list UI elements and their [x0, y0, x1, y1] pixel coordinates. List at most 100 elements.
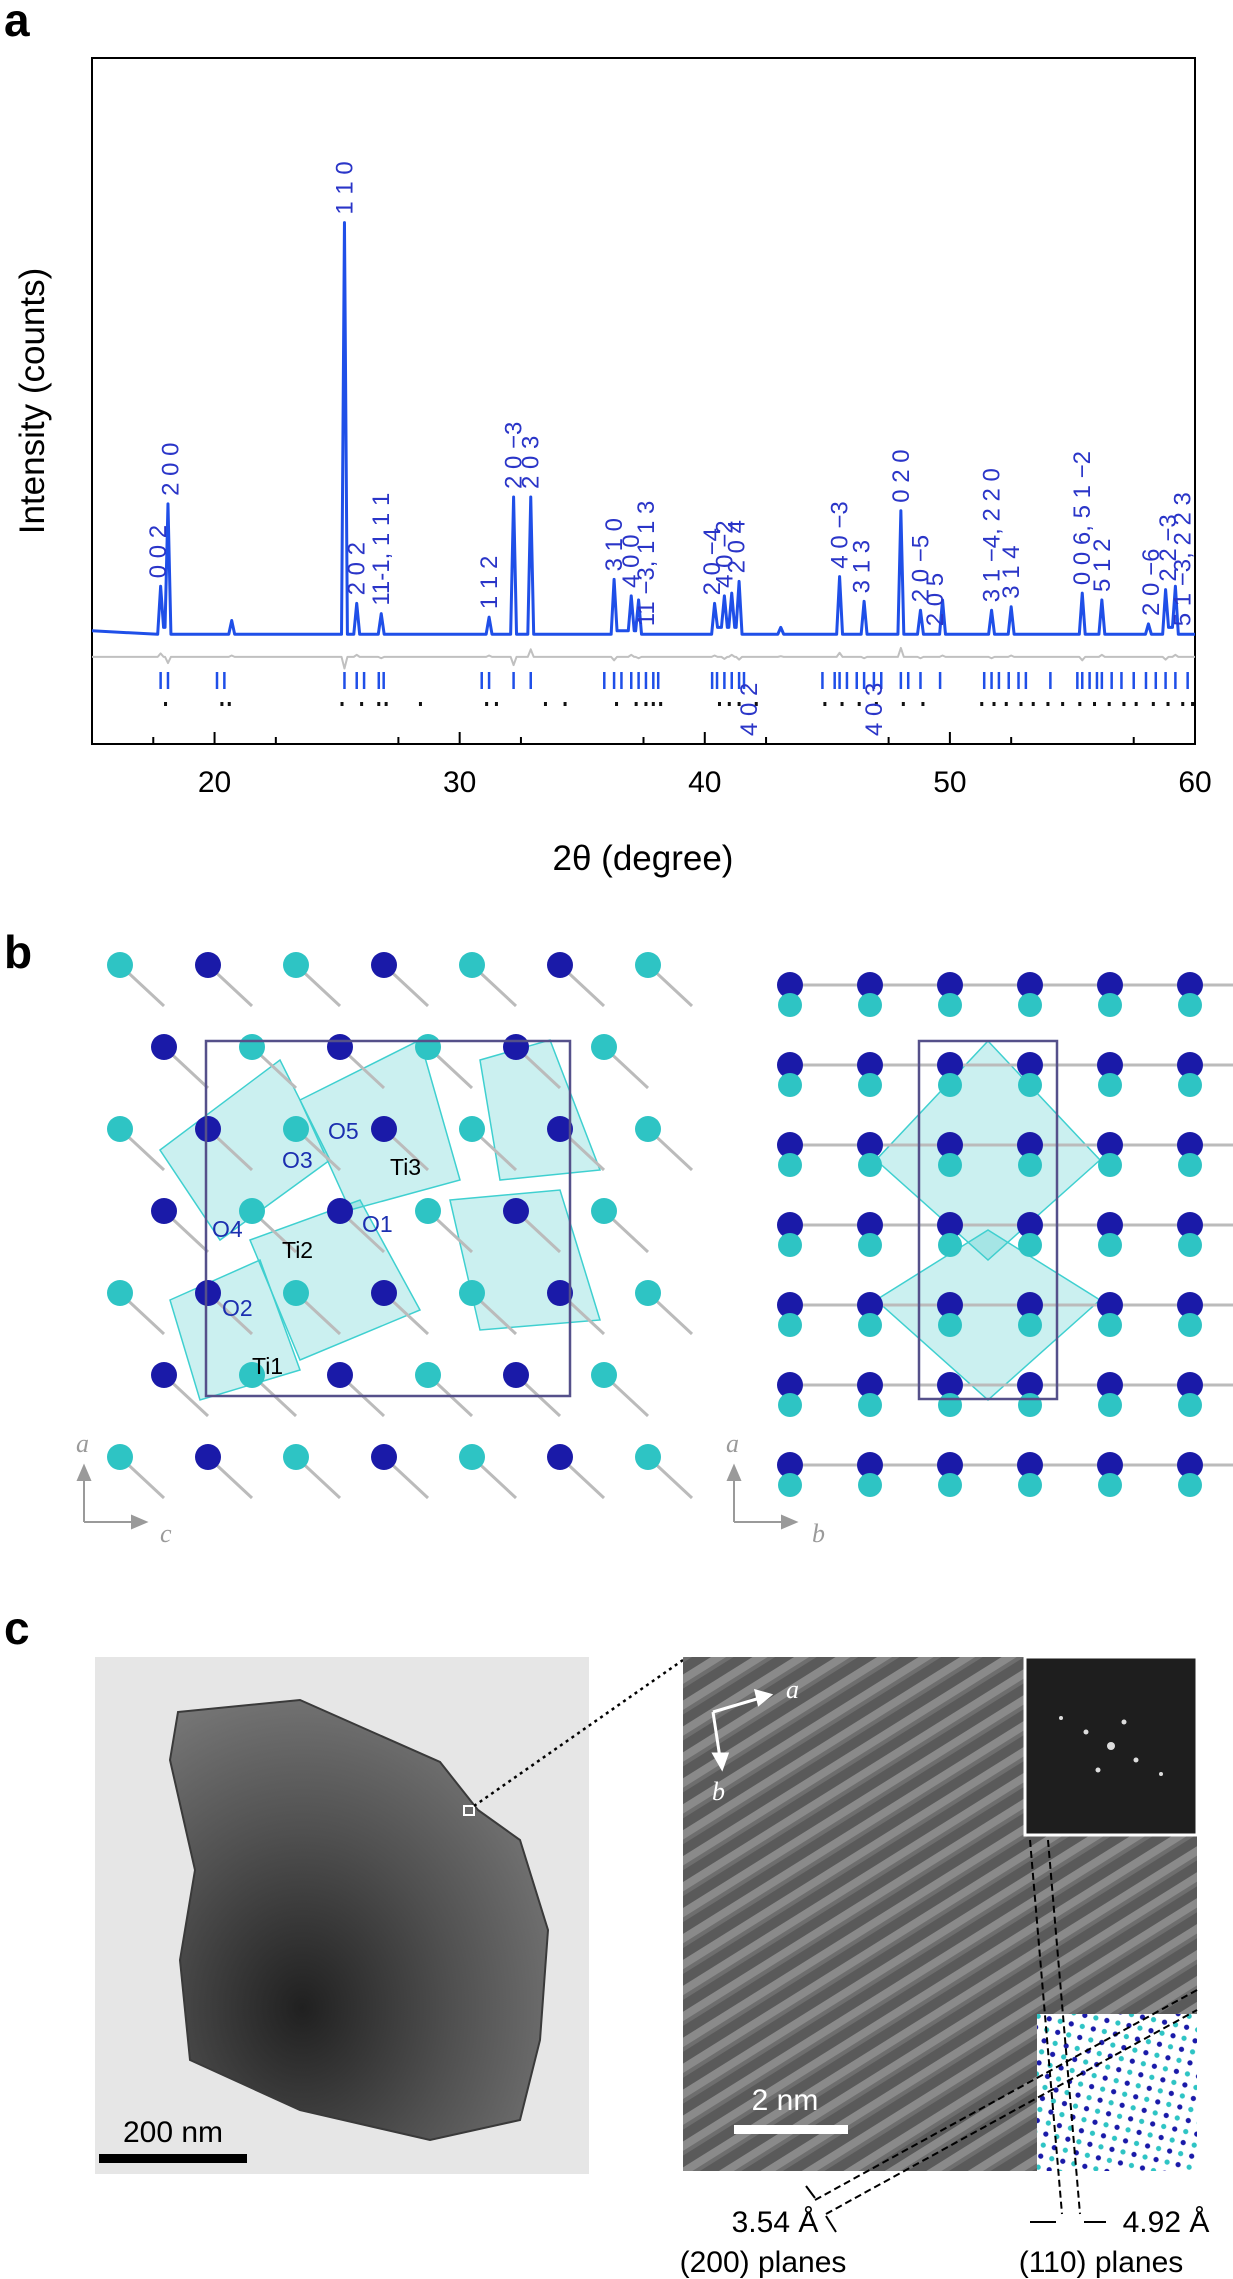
atom — [1097, 972, 1123, 998]
axis-indicator — [76, 1463, 799, 1530]
atom — [778, 1073, 802, 1097]
reflection-tick — [543, 702, 547, 706]
atom — [547, 1280, 573, 1306]
atom — [857, 1292, 883, 1318]
atom — [327, 1362, 353, 1388]
peak-label: 2 0 5 — [922, 573, 949, 626]
atom — [1018, 1313, 1042, 1337]
atom — [327, 1198, 353, 1224]
atom — [195, 952, 221, 978]
atom — [635, 1444, 661, 1470]
atom — [1178, 1073, 1202, 1097]
atom — [503, 1034, 529, 1060]
plane-guides — [814, 1839, 1198, 2215]
peak-label: 4 0 2 — [736, 683, 763, 736]
structure-left — [107, 952, 694, 1500]
atom — [857, 1212, 883, 1238]
atom — [1097, 1132, 1123, 1158]
polyhedron — [249, 1199, 422, 1361]
panel-label: b — [4, 926, 32, 978]
atom — [1097, 1372, 1123, 1398]
spacing-label: 4.92 Å — [1123, 2206, 1210, 2239]
reflection-tick — [823, 702, 827, 706]
atom — [1018, 1233, 1042, 1257]
atom — [858, 1313, 882, 1337]
series-line — [91, 221, 1195, 636]
atom — [1177, 1052, 1203, 1078]
atom — [415, 1198, 441, 1224]
atom — [777, 1452, 803, 1478]
atom — [858, 993, 882, 1017]
scale-bar-label: 2 nm — [752, 2084, 819, 2117]
axis-letter: b — [712, 1777, 725, 1806]
atom — [1017, 1372, 1043, 1398]
structure-inset — [1037, 2014, 1197, 2171]
axis-letter: a — [726, 1429, 739, 1458]
unit-cell — [204, 1039, 572, 1398]
atom — [371, 1280, 397, 1306]
reflection-tick — [659, 702, 663, 706]
reflection-tick — [634, 702, 638, 706]
unit-cell — [917, 1039, 1059, 1401]
atom — [459, 1280, 485, 1306]
atom — [239, 1362, 265, 1388]
atom — [857, 1052, 883, 1078]
atom-label: O4 — [212, 1216, 243, 1242]
atom — [107, 1280, 133, 1306]
peak-label: 11-1, 1 1 1 — [368, 493, 395, 606]
atom — [1177, 1452, 1203, 1478]
reflection-tick — [754, 702, 758, 706]
atom — [195, 1280, 221, 1306]
atom — [777, 1292, 803, 1318]
atom-labels: O5 O3 Ti3 O4 O1 Ti2 O2 Ti1 — [212, 1118, 421, 1379]
atom — [777, 972, 803, 998]
reflection-tick — [384, 702, 388, 706]
peak-label: 0 0 6, 5 1 −2 — [1069, 451, 1096, 585]
reflection-tick — [1061, 702, 1065, 706]
reflection-tick — [980, 702, 984, 706]
polyhedron — [874, 1229, 1102, 1402]
reflection-tick — [377, 702, 381, 706]
atom — [1177, 1372, 1203, 1398]
atom — [371, 952, 397, 978]
atom — [371, 1116, 397, 1142]
atom — [1017, 1132, 1043, 1158]
atom — [778, 1233, 802, 1257]
axis-letter: a — [786, 1675, 799, 1704]
polyhedron — [479, 1039, 602, 1181]
atom — [857, 1132, 883, 1158]
peak-label: 1 1 2 — [476, 556, 503, 609]
peak-label: 5 1 −3, 2 2 3 — [1170, 492, 1197, 626]
reflection-tick — [418, 702, 422, 706]
plane-label: (110) planes — [1019, 2246, 1184, 2279]
atom — [1018, 1073, 1042, 1097]
atom — [1098, 1073, 1122, 1097]
atom — [938, 1393, 962, 1417]
atom — [371, 1444, 397, 1470]
zoom-line — [473, 1658, 684, 1808]
atom — [151, 1034, 177, 1060]
reflection-tick — [1122, 702, 1126, 706]
scale-bar-label: 200 nm — [123, 2116, 223, 2149]
scale-bar — [99, 2154, 247, 2163]
atom — [1098, 1313, 1122, 1337]
peak-label: 0 2 0 — [888, 449, 915, 502]
atom — [1098, 1153, 1122, 1177]
atom — [1018, 993, 1042, 1017]
atom — [1018, 1153, 1042, 1177]
atom — [938, 1233, 962, 1257]
peak-label: 3 1 3 — [849, 540, 876, 593]
atom — [107, 1116, 133, 1142]
hrtem-axes — [711, 1688, 774, 1772]
axis-letter: c — [160, 1519, 172, 1548]
atom — [937, 1132, 963, 1158]
y-axis-label: Intensity (counts) — [13, 268, 52, 535]
atom — [459, 1116, 485, 1142]
atom — [1177, 1132, 1203, 1158]
peak-label: 2 0 −5 — [907, 535, 934, 602]
peak-label: 2 0 3 — [518, 436, 545, 489]
atom — [503, 1198, 529, 1224]
reflection-tick — [1019, 702, 1023, 706]
atom — [459, 1444, 485, 1470]
